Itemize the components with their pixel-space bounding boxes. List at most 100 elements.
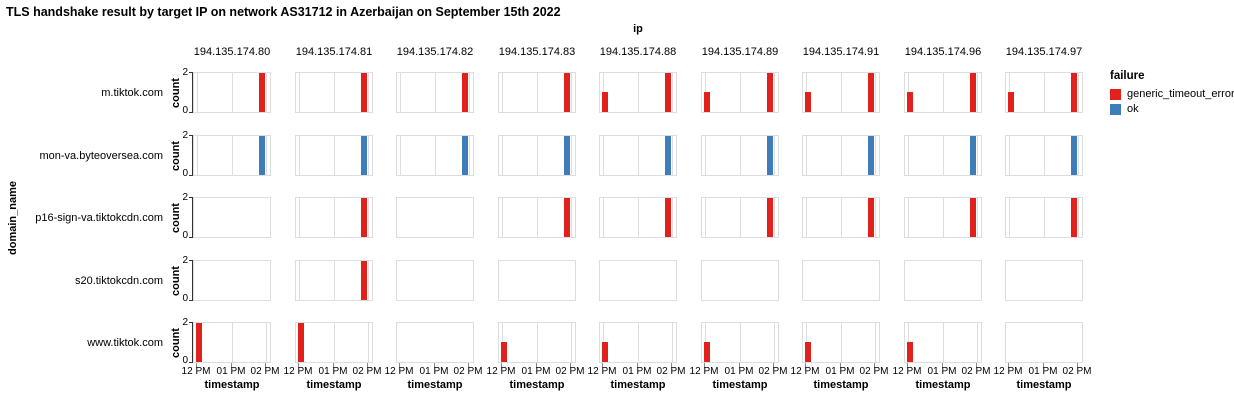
facet-cell xyxy=(904,135,982,176)
column-header: 194.135.174.96 xyxy=(904,46,982,58)
grid-line xyxy=(977,198,978,237)
grid-line xyxy=(1044,198,1045,237)
facet-cell xyxy=(701,322,779,363)
grid-line xyxy=(603,198,604,237)
bar xyxy=(907,342,913,362)
facet-cell xyxy=(295,72,373,113)
y-axis-line xyxy=(192,72,193,113)
x-tick-label: 12 PM xyxy=(993,366,1023,377)
facet-cell xyxy=(802,260,880,301)
legend-label: generic_timeout_error xyxy=(1127,88,1234,100)
grid-line xyxy=(841,323,842,362)
facet-cell xyxy=(498,197,576,238)
y-axis-line xyxy=(192,260,193,301)
facet-cell xyxy=(701,135,779,176)
facet-cell xyxy=(599,197,677,238)
column-header: 194.135.174.80 xyxy=(193,46,271,58)
legend: failure generic_timeout_error ok xyxy=(1110,70,1234,118)
grid-line xyxy=(1078,136,1079,175)
grid-line xyxy=(672,136,673,175)
y-tick-label: 2 xyxy=(182,192,188,203)
grid-line xyxy=(334,323,335,362)
y-tick-label: 2 xyxy=(182,67,188,78)
x-tick xyxy=(231,363,232,368)
x-tick xyxy=(298,363,299,368)
facet-cell xyxy=(904,197,982,238)
x-tick-label: 02 PM xyxy=(758,366,788,377)
facet-cell xyxy=(802,197,880,238)
x-tick-label: 01 PM xyxy=(724,366,754,377)
x-tick-label: 01 PM xyxy=(1028,366,1058,377)
x-tick xyxy=(570,363,571,368)
facet-cell xyxy=(396,197,474,238)
grid-line xyxy=(740,136,741,175)
y-tick xyxy=(189,197,193,198)
bar xyxy=(767,198,773,237)
x-tick-label: 01 PM xyxy=(622,366,652,377)
grid-line xyxy=(334,136,335,175)
bar xyxy=(462,73,468,112)
grid-line xyxy=(334,73,335,112)
facet-column-axis-title: ip xyxy=(633,23,643,35)
column-header: 194.135.174.89 xyxy=(701,46,779,58)
bar xyxy=(805,92,811,112)
grid-line xyxy=(1044,73,1045,112)
facet-cell xyxy=(599,260,677,301)
bar xyxy=(564,136,570,175)
facet-cell xyxy=(904,322,982,363)
grid-line xyxy=(638,198,639,237)
x-tick-label: 12 PM xyxy=(790,366,820,377)
grid-line xyxy=(502,136,503,175)
column-header: 194.135.174.82 xyxy=(396,46,474,58)
y-axis-line xyxy=(192,135,193,176)
x-tick xyxy=(196,363,197,368)
x-tick xyxy=(907,363,908,368)
x-tick xyxy=(536,363,537,368)
x-tick xyxy=(704,363,705,368)
y-axis-line xyxy=(192,322,193,363)
x-tick-label: 01 PM xyxy=(521,366,551,377)
y-tick xyxy=(189,300,193,301)
facet-cell xyxy=(498,135,576,176)
grid-line xyxy=(943,198,944,237)
grid-line xyxy=(435,73,436,112)
bar xyxy=(767,73,773,112)
grid-line xyxy=(299,261,300,300)
facet-cell xyxy=(599,135,677,176)
grid-line xyxy=(841,73,842,112)
bar xyxy=(665,198,671,237)
bar xyxy=(1008,92,1014,112)
y-tick xyxy=(189,322,193,323)
facet-cell xyxy=(802,72,880,113)
x-tick-label: 01 PM xyxy=(927,366,957,377)
row-label: s20.tiktokcdn.com xyxy=(74,274,163,287)
bar xyxy=(361,136,367,175)
x-tick xyxy=(1008,363,1009,368)
grid-line xyxy=(875,73,876,112)
facet-cell xyxy=(498,260,576,301)
x-tick xyxy=(773,363,774,368)
x-tick-label: 12 PM xyxy=(181,366,211,377)
grid-line xyxy=(977,323,978,362)
grid-line xyxy=(400,136,401,175)
x-tick-label: 12 PM xyxy=(486,366,516,377)
grid-line xyxy=(638,323,639,362)
x-axis-title: timestamp xyxy=(1016,379,1072,391)
facet-cell xyxy=(396,260,474,301)
bar xyxy=(602,342,608,362)
grid-line xyxy=(841,198,842,237)
bar xyxy=(501,342,507,362)
column-header: 194.135.174.83 xyxy=(498,46,576,58)
grid-line xyxy=(400,73,401,112)
row-label: www.tiktok.com xyxy=(87,336,163,349)
facet-cell xyxy=(193,197,271,238)
facet-cell xyxy=(498,72,576,113)
x-tick xyxy=(399,363,400,368)
column-header: 194.135.174.88 xyxy=(599,46,677,58)
bar xyxy=(196,323,202,362)
x-tick xyxy=(501,363,502,368)
grid-line xyxy=(806,198,807,237)
row-label: mon-va.byteoversea.com xyxy=(39,149,164,162)
facet-cell xyxy=(904,260,982,301)
